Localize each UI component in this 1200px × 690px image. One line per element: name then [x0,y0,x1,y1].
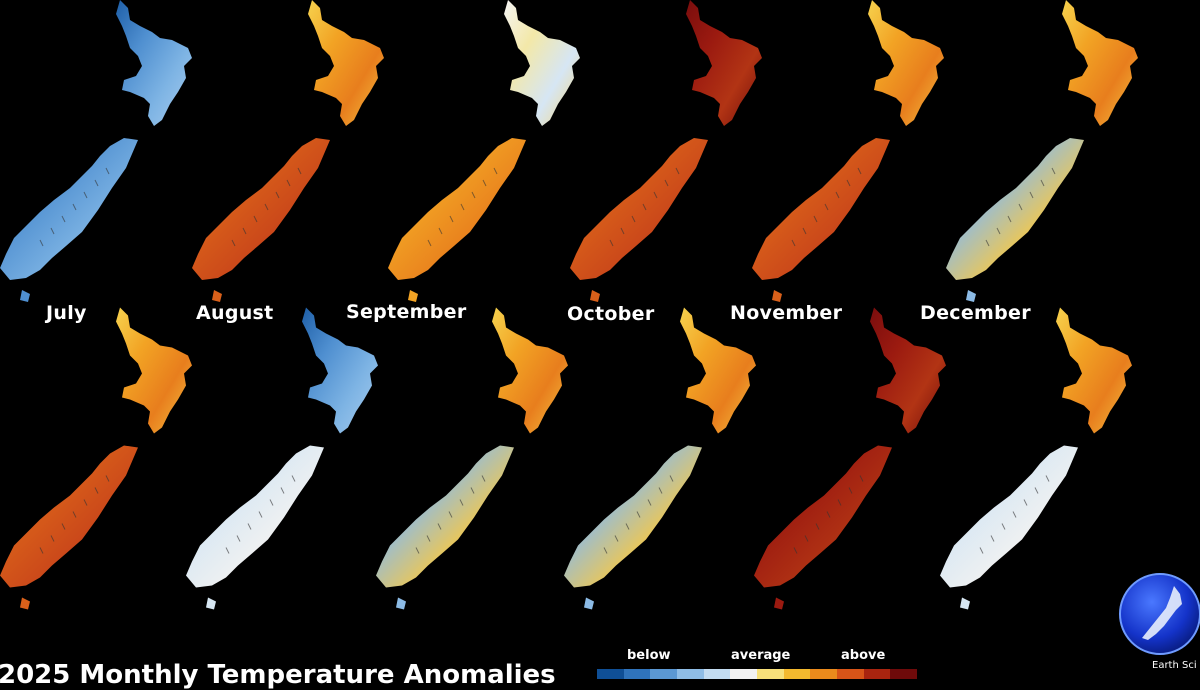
color-legend: below average above [597,648,918,679]
north-island [302,307,378,434]
legend-color-bar [597,669,918,679]
north-island [116,0,192,126]
nz-map-december [946,0,1138,302]
legend-swatch [863,669,891,679]
legend-swatch [703,669,731,679]
south-island [186,445,324,588]
south-island [754,445,892,588]
legend-above-label: above [841,648,886,663]
south-island [388,138,526,280]
legend-swatch [730,669,758,679]
nz-map-row2-6 [940,307,1132,610]
north-island [1062,0,1138,126]
stewart-island [774,597,784,610]
legend-swatch [757,669,784,679]
nz-map-november [752,0,944,302]
north-island [686,0,762,126]
north-island [116,307,192,434]
south-island [564,445,702,588]
nz-map-october [570,0,762,302]
chart-title: 2025 Monthly Temperature Anomalies [0,660,556,690]
legend-swatch [677,669,704,679]
legend-swatch [650,669,678,679]
north-island [1056,307,1132,434]
nz-map-row2-1 [0,307,192,610]
south-island [940,445,1078,588]
north-island [868,0,944,126]
legend-swatch [623,669,651,679]
legend-swatch [837,669,864,679]
stewart-island [584,597,594,610]
month-label-july: July [46,302,87,324]
south-island [0,445,138,588]
north-island [504,0,580,126]
month-label-september: September [346,301,467,323]
logo-text: Earth Sci [1152,660,1197,671]
stewart-island [960,597,970,610]
nz-map-row2-3 [376,307,568,610]
month-label-august: August [196,302,274,324]
north-island [308,0,384,126]
nz-map-august [192,0,384,302]
earth-sciences-logo [1119,573,1200,655]
south-island [376,445,514,588]
legend-swatch [890,669,918,679]
legend-average-label: average [731,648,791,663]
nz-map-july [0,0,192,302]
south-island [570,138,708,280]
stewart-island [396,597,406,610]
month-label-october: October [567,303,655,325]
stewart-island [20,597,30,610]
north-island [870,307,946,434]
legend-swatch [810,669,838,679]
south-island [946,138,1084,280]
nz-map-september [388,0,580,302]
south-island [0,138,138,280]
legend-swatch [783,669,811,679]
legend-below-label: below [627,648,671,663]
north-island [680,307,756,434]
north-island [492,307,568,434]
south-island [752,138,890,280]
nz-map-row2-5 [754,307,946,610]
month-label-november: November [730,302,843,324]
stewart-island [206,597,216,610]
nz-map-row2-4 [564,307,756,610]
month-label-december: December [920,302,1031,324]
south-island [192,138,330,280]
nz-map-row2-2 [186,307,378,610]
legend-swatch [597,669,624,679]
